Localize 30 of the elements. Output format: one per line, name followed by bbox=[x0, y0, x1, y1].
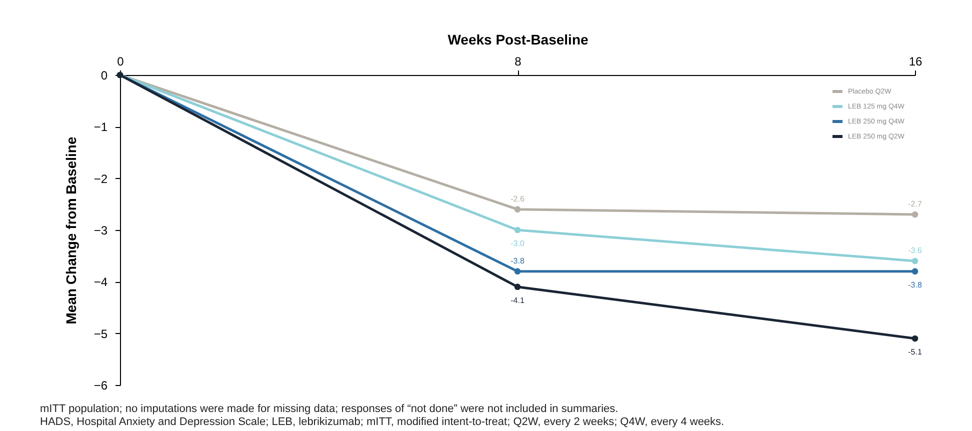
data-label: -3.8 bbox=[510, 256, 525, 266]
point bbox=[514, 226, 521, 234]
point bbox=[912, 268, 918, 274]
x-axis-title: Weeks Post-Baseline bbox=[448, 32, 588, 48]
x-tick-label: 0 bbox=[117, 54, 124, 68]
data-label: -3.8 bbox=[908, 280, 922, 290]
point bbox=[912, 211, 918, 218]
point bbox=[514, 206, 521, 212]
y-tick-label: −5 bbox=[94, 326, 108, 341]
data-label: -4.1 bbox=[510, 296, 525, 305]
x-tick-label: 8 bbox=[514, 54, 522, 68]
data-label: -2.7 bbox=[908, 200, 922, 208]
text: HADS, Hospital Anxiety and Depression Scale; LEB, lebrikizumab; mITT, modified intent-to-treat; Q2W, every 2 weeks; Q4W, every 4 weeks. bbox=[40, 416, 724, 429]
y-tick-label: 0 bbox=[100, 68, 108, 82]
y-tick-label: −2 bbox=[94, 172, 108, 186]
point bbox=[514, 268, 521, 274]
data-label: -3.0 bbox=[510, 239, 525, 248]
y-tick-label: −1 bbox=[94, 120, 108, 134]
text: mITT population; no imputations were made for missing data; responses of “not done” were not included in summaries. bbox=[40, 403, 620, 416]
y-tick-label: −3 bbox=[94, 224, 108, 238]
data-label: -2.6 bbox=[510, 194, 525, 204]
x-tick-label: 16 bbox=[908, 54, 922, 68]
y-tick-label: −4 bbox=[94, 275, 108, 290]
data-label: -5.1 bbox=[908, 348, 922, 356]
y-tick-label: −6 bbox=[94, 378, 108, 392]
y-axis-title: Mean Change from Baseline bbox=[62, 136, 79, 324]
data-label: -3.6 bbox=[908, 246, 922, 255]
point bbox=[912, 258, 918, 264]
point bbox=[912, 335, 918, 342]
point bbox=[514, 284, 521, 290]
